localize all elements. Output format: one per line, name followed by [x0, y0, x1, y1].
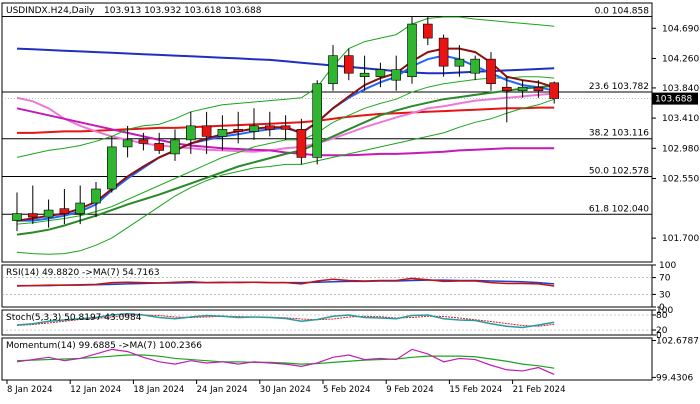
- candle-down: [138, 139, 149, 144]
- fib-level-label: 0.0 104.858: [595, 6, 650, 16]
- candle-down: [27, 213, 38, 218]
- ohlc-readout: 103.913 103.932 103.618 103.688: [104, 6, 262, 16]
- x-axis-tick-label: 30 Jan 2024: [260, 385, 311, 395]
- rsi-axis-tick-label: 30: [659, 290, 671, 300]
- candle-up: [217, 129, 228, 137]
- x-axis-tick-label: 18 Jan 2024: [133, 385, 184, 395]
- candle-up: [122, 139, 133, 148]
- current-price-label: 103.688: [655, 95, 692, 105]
- candle-up: [407, 23, 417, 77]
- candle-up: [375, 69, 386, 77]
- candle-down: [422, 23, 433, 39]
- momentum-axis-tick-label: 102.6787: [656, 337, 699, 347]
- momentum-axis-tick-label: 99.4306: [656, 373, 693, 383]
- stoch-axis-tick-label: 80: [656, 311, 668, 321]
- candle-up: [454, 58, 465, 67]
- x-axis-tick-label: 8 Jan 2024: [7, 385, 53, 395]
- candle-up: [517, 86, 528, 92]
- x-axis-tick-label: 24 Jan 2024: [197, 385, 248, 395]
- candle-down: [201, 125, 212, 137]
- rsi-axis-tick-label: 70: [659, 274, 671, 284]
- candle-up: [391, 69, 402, 81]
- price-axis-tick-label: 101.700: [662, 234, 699, 244]
- fib-level-label: 38.2 103.116: [589, 129, 649, 139]
- candle-up: [249, 125, 259, 132]
- stoch-panel-frame: [1, 309, 653, 336]
- candle-up: [170, 139, 180, 155]
- x-axis-tick-label: 21 Feb 2024: [513, 385, 566, 395]
- rsi-label: RSI(14) 49.8820 ->MA(7) 54.7163: [6, 268, 160, 278]
- overlay-line-2: [16, 92, 555, 153]
- rsi-panel-frame: [1, 264, 653, 308]
- candle-down: [343, 55, 354, 74]
- overlay-line-8: [16, 16, 555, 158]
- stoch-axis-tick-label: 0: [656, 331, 662, 341]
- candle-down: [438, 37, 449, 67]
- chart-symbol-label: USDINDX.H24,Daily: [6, 6, 95, 16]
- stoch-label: Stoch(5,3,3) 50.8197 43.0984: [6, 313, 142, 323]
- price-axis-tick-label: 102.550: [662, 174, 699, 184]
- candle-down: [154, 143, 164, 151]
- candle-up: [328, 55, 338, 85]
- fib-level-label: 61.8 102.040: [589, 204, 649, 214]
- candle-down: [296, 129, 307, 158]
- overlay-line-4: [16, 76, 555, 225]
- overlay-line-5: [16, 84, 555, 236]
- stoch-k-line: [16, 312, 555, 329]
- momentum-label: Momentum(14) 99.6885 ->MA(7) 100.2366: [6, 341, 202, 351]
- x-axis-tick-label: 15 Feb 2024: [449, 385, 502, 395]
- overlay-line-0: [16, 47, 555, 75]
- current-price-box: [652, 92, 698, 105]
- overlay-line-3: [16, 107, 555, 157]
- price-axis-tick-label: 104.690: [662, 24, 699, 34]
- rsi-axis-tick-label: 0: [659, 303, 665, 313]
- candle-down: [533, 86, 544, 92]
- price-axis-tick-label: 103.840: [662, 84, 699, 94]
- rsi-axis-tick-label: 100: [659, 261, 676, 271]
- stoch-d-line: [16, 314, 555, 327]
- candle-down: [59, 208, 70, 214]
- candle-down: [486, 58, 496, 85]
- stoch-axis-tick-label: 100: [656, 306, 673, 316]
- price-panel-frame: [1, 2, 653, 263]
- candle-down: [233, 129, 243, 132]
- candle-down: [549, 82, 560, 99]
- candle-up: [75, 202, 85, 214]
- x-axis-tick-label: 12 Jan 2024: [70, 385, 121, 395]
- candle-up: [186, 125, 196, 141]
- x-axis-tick-label: 5 Feb 2024: [323, 385, 371, 395]
- rsi-line: [16, 277, 555, 287]
- momentum-ma-line: [16, 354, 555, 369]
- x-axis-tick-label: 9 Feb 2024: [386, 385, 434, 395]
- overlay-line-9: [16, 98, 555, 255]
- fib-level-label: 23.6 103.782: [589, 82, 649, 92]
- candle-up: [107, 146, 117, 190]
- candle-down: [264, 125, 275, 130]
- momentum-line: [16, 348, 555, 375]
- candle-up: [470, 58, 481, 74]
- price-axis-tick-label: 103.410: [662, 114, 699, 124]
- candle-up: [12, 213, 22, 221]
- price-axis-tick-label: 104.260: [662, 54, 699, 64]
- candle-down: [501, 86, 512, 92]
- candle-up: [91, 188, 101, 204]
- candle-down: [280, 125, 291, 130]
- candle-up: [312, 83, 323, 158]
- stoch-axis-tick-label: 20: [656, 326, 668, 336]
- candle-up: [43, 209, 54, 218]
- candle-up: [359, 72, 370, 77]
- price-axis-tick-label: 102.980: [662, 144, 699, 154]
- fib-level-label: 50.0 102.578: [589, 167, 649, 177]
